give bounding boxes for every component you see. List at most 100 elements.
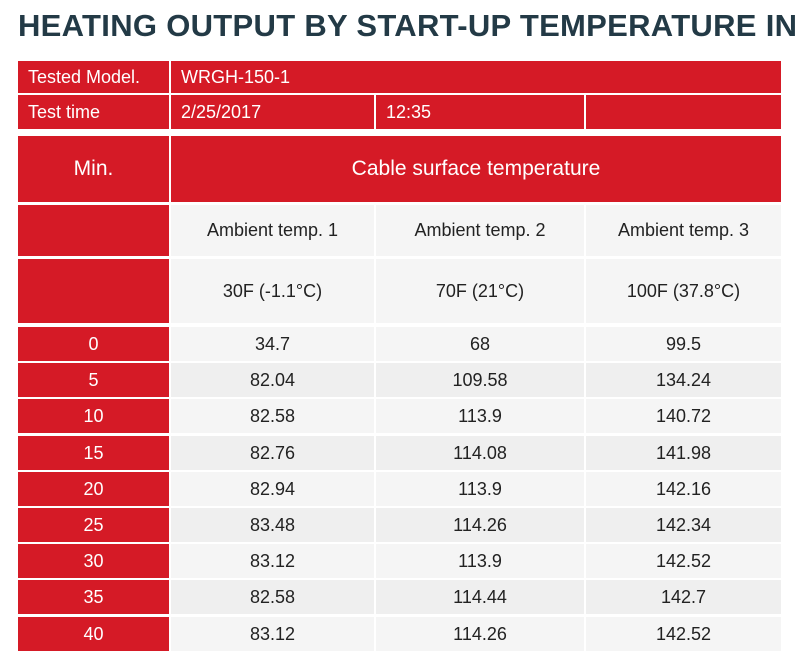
time-label-cell: Test time	[18, 95, 169, 129]
row-value-ambient-1: 83.48	[249, 514, 296, 535]
row-value-ambient-2: 113.9	[458, 550, 502, 571]
model-value: WRGH-150-1	[181, 66, 291, 87]
row-value-cell-ambient-1: 82.04	[171, 363, 374, 397]
row-min-cell: 15	[18, 436, 169, 470]
row-value-ambient-1: 83.12	[249, 550, 296, 571]
row-value-ambient-1: 34.7	[254, 333, 291, 354]
row-value-ambient-2: 114.26	[453, 514, 507, 535]
row-value-cell-ambient-1: 83.12	[171, 544, 374, 578]
row-min-cell: 40	[18, 617, 169, 651]
row-value-cell-ambient-1: 82.94	[171, 472, 374, 506]
row-value-ambient-3: 99.5	[665, 333, 702, 354]
ambient-3-name-cell: Ambient temp. 3	[586, 205, 781, 256]
row-min-value: 40	[83, 623, 104, 644]
row-min-value: 15	[83, 442, 104, 463]
row-min-value: 0	[88, 333, 99, 354]
row-value-ambient-1: 82.94	[249, 478, 296, 499]
row-value-cell-ambient-1: 83.12	[171, 617, 374, 651]
empty-subheader-cell-2	[18, 259, 169, 323]
row-value-cell-ambient-2: 113.9	[376, 472, 584, 506]
row-value-cell-ambient-1: 82.76	[171, 436, 374, 470]
date-value: 2/25/2017	[181, 101, 262, 122]
row-min-value: 30	[83, 550, 104, 571]
model-label-cell: Tested Model.	[18, 61, 169, 93]
row-value-ambient-2: 114.44	[453, 586, 507, 607]
row-value-ambient-2: 114.08	[453, 442, 507, 463]
min-header: Min.	[73, 157, 114, 180]
row-value-cell-ambient-3: 140.72	[586, 399, 781, 433]
row-value-ambient-3: 142.7	[660, 586, 707, 607]
ambient-1-temp: 30F (-1.1°C)	[222, 280, 323, 301]
ambient-2-temp: 70F (21°C)	[435, 280, 525, 301]
row-min-cell: 20	[18, 472, 169, 506]
row-value-cell-ambient-3: 134.24	[586, 363, 781, 397]
row-value-cell-ambient-2: 114.08	[376, 436, 584, 470]
row-value-ambient-2: 109.58	[452, 369, 508, 390]
model-label: Tested Model.	[28, 66, 141, 87]
row-value-ambient-1: 82.76	[249, 442, 296, 463]
row-value-cell-ambient-1: 83.48	[171, 508, 374, 542]
ambient-2-name-cell: Ambient temp. 2	[376, 205, 584, 256]
row-value-cell-ambient-3: 142.52	[586, 544, 781, 578]
row-value-cell-ambient-2: 113.9	[376, 399, 584, 433]
row-value-ambient-2: 68	[469, 333, 491, 354]
ambient-1-name: Ambient temp. 1	[206, 220, 339, 240]
row-value-ambient-3: 142.16	[655, 478, 712, 499]
row-value-cell-ambient-1: 82.58	[171, 399, 374, 433]
row-min-cell: 30	[18, 544, 169, 578]
time-label: Test time	[28, 101, 101, 122]
row-value-ambient-3: 140.72	[655, 405, 712, 426]
row-value-cell-ambient-3: 142.16	[586, 472, 781, 506]
date-value-cell: 2/25/2017	[171, 95, 374, 129]
min-header-cell: Min.	[18, 136, 169, 202]
row-value-ambient-3: 141.98	[655, 442, 712, 463]
row-value-ambient-1: 82.58	[249, 405, 296, 426]
cable-temp-header-cell: Cable surface temperature	[171, 136, 781, 202]
row-value-cell-ambient-2: 114.44	[376, 580, 584, 614]
row-min-value: 20	[83, 478, 104, 499]
row-value-ambient-3: 142.34	[655, 514, 712, 535]
row-value-cell-ambient-3: 142.52	[586, 617, 781, 651]
row-min-value: 35	[83, 586, 104, 607]
cable-temp-header: Cable surface temperature	[351, 157, 601, 180]
row-min-value: 25	[83, 514, 104, 535]
row-value-ambient-3: 142.52	[655, 550, 712, 571]
row-min-cell: 0	[18, 327, 169, 361]
row-min-value: 10	[83, 405, 104, 426]
page-title: HEATING OUTPUT BY START-UP TEMPERATURE I…	[18, 8, 800, 43]
row-value-cell-ambient-3: 142.7	[586, 580, 781, 614]
row-value-ambient-2: 113.9	[458, 405, 502, 426]
model-value-cell: WRGH-150-1	[171, 61, 781, 93]
row-value-cell-ambient-2: 109.58	[376, 363, 584, 397]
row-min-cell: 35	[18, 580, 169, 614]
row-value-ambient-3: 134.24	[655, 369, 712, 390]
empty-subheader-cell-1	[18, 205, 169, 256]
ambient-3-temp: 100F (37.8°C)	[626, 280, 741, 301]
ambient-3-name: Ambient temp. 3	[617, 220, 750, 240]
row-value-ambient-1: 83.12	[249, 623, 296, 644]
row-value-cell-ambient-2: 113.9	[376, 544, 584, 578]
ambient-1-temp-cell: 30F (-1.1°C)	[171, 259, 374, 323]
row-value-ambient-2: 113.9	[458, 478, 502, 499]
ambient-2-temp-cell: 70F (21°C)	[376, 259, 584, 323]
ambient-1-name-cell: Ambient temp. 1	[171, 205, 374, 256]
row-value-cell-ambient-3: 142.34	[586, 508, 781, 542]
row-value-cell-ambient-2: 68	[376, 327, 584, 361]
row-value-ambient-3: 142.52	[655, 623, 712, 644]
row-value-ambient-1: 82.58	[249, 586, 296, 607]
row-value-ambient-1: 82.04	[249, 369, 296, 390]
row-value-cell-ambient-1: 82.58	[171, 580, 374, 614]
row-value-cell-ambient-2: 114.26	[376, 617, 584, 651]
time-value: 12:35	[386, 101, 432, 122]
row-min-cell: 5	[18, 363, 169, 397]
empty-info-cell	[586, 95, 781, 129]
row-min-cell: 10	[18, 399, 169, 433]
time-value-cell: 12:35	[376, 95, 584, 129]
row-min-cell: 25	[18, 508, 169, 542]
row-value-cell-ambient-2: 114.26	[376, 508, 584, 542]
row-value-ambient-2: 114.26	[453, 623, 507, 644]
row-value-cell-ambient-3: 99.5	[586, 327, 781, 361]
row-value-cell-ambient-3: 141.98	[586, 436, 781, 470]
ambient-2-name: Ambient temp. 2	[414, 220, 546, 240]
ambient-3-temp-cell: 100F (37.8°C)	[586, 259, 781, 323]
